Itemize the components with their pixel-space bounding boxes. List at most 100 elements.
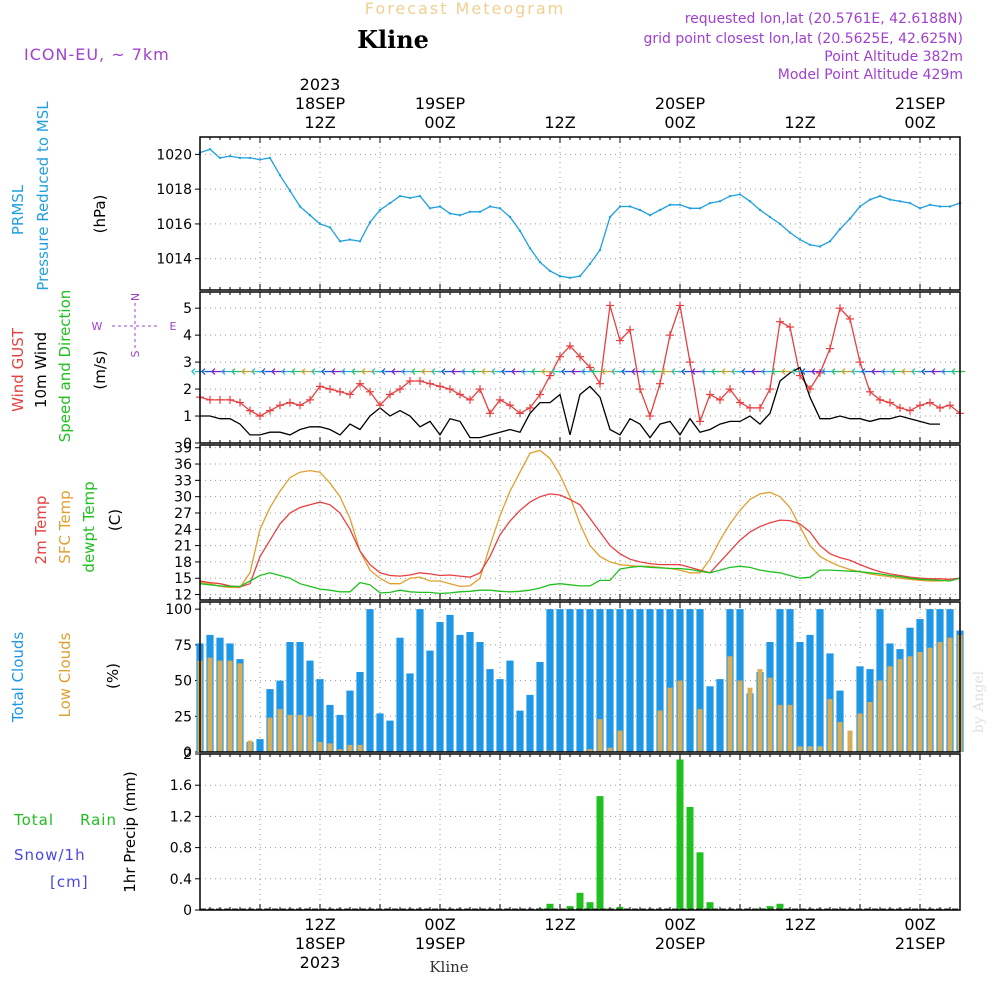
pressure-point <box>608 215 612 219</box>
y-tick-label: 1020 <box>156 147 192 163</box>
wind-direction-arrow-head <box>811 368 816 376</box>
low-cloud-bar <box>667 687 673 752</box>
low-cloud-bar <box>297 714 303 752</box>
low-cloud-bar <box>787 704 793 752</box>
total-cloud-bar <box>706 686 714 752</box>
pressure-point <box>268 156 272 160</box>
top-time-label: 2023 <box>300 75 341 94</box>
total-cloud-bar <box>446 614 454 752</box>
y-tick-label: 25 <box>174 709 192 725</box>
gust-line <box>199 305 961 424</box>
y-tick-label: 33 <box>174 473 192 489</box>
low-cloud-bar <box>697 709 703 752</box>
low-cloud-bar <box>317 742 323 752</box>
wind-direction-arrow-head <box>731 368 736 376</box>
pressure-point <box>898 200 902 203</box>
y-tick-label: 3 <box>183 355 192 371</box>
low-cloud-bar <box>877 680 883 752</box>
total-cloud-bar <box>536 662 544 752</box>
total-cloud-bar <box>666 609 674 752</box>
pressure-point <box>598 248 602 252</box>
pressure-point <box>318 222 322 226</box>
total-cloud-bar <box>306 660 314 752</box>
wind-direction-arrow-head <box>621 368 626 376</box>
low-cloud-bar <box>847 730 853 752</box>
compass-w: W <box>92 320 103 333</box>
total-cloud-bar <box>546 609 554 752</box>
location-title: Kline <box>357 25 429 54</box>
pressure-point <box>438 205 442 208</box>
pressure-msl-label: Pressure Reduced to MSL <box>34 101 52 291</box>
pressure-point <box>358 240 362 243</box>
total-cloud-bar <box>456 634 464 752</box>
wind-direction-arrow-head <box>641 368 646 376</box>
rain-bar <box>776 903 784 910</box>
wind-direction-arrow-head <box>571 368 576 376</box>
low-cloud-bar <box>307 716 313 752</box>
y-tick-label: 75 <box>174 638 192 654</box>
pressure-point <box>468 210 472 213</box>
y-tick-label: 1014 <box>156 252 192 268</box>
total-rain-label-total: Total <box>13 811 54 829</box>
pressure-point <box>638 208 642 212</box>
low-cloud-bar <box>237 663 243 752</box>
wind-direction-arrow-head <box>601 368 606 376</box>
total-cloud-bar <box>256 739 264 752</box>
low-cloud-bar <box>797 746 803 752</box>
pressure-point <box>448 212 452 215</box>
low-cloud-bar <box>267 717 273 752</box>
panel-border <box>199 136 961 291</box>
low-cloud-bar <box>287 714 293 752</box>
y-tick-label: 5 <box>183 301 192 317</box>
wind-direction-arrow-head <box>241 368 246 376</box>
pressure-point <box>658 208 662 212</box>
total-cloud-bar <box>776 609 784 752</box>
top-time-label: 19SEP <box>415 94 466 113</box>
total-cloud-bar <box>406 673 414 752</box>
wind-direction-arrow-head <box>441 368 446 376</box>
pressure-point <box>298 205 302 208</box>
precipitation-panel: 0 0.4 0.8 1.2 1.6 2 <box>170 747 961 919</box>
y-tick-label: 1.6 <box>170 778 192 794</box>
bottom-time-label: 12Z <box>784 915 815 934</box>
bottom-time-label: 18SEP <box>295 934 346 953</box>
pressure-point <box>738 193 742 196</box>
rain-bar <box>706 902 714 910</box>
wind-direction-arrow-head <box>551 368 556 376</box>
total-cloud-bar <box>676 609 684 752</box>
bottom-time-label: 20SEP <box>655 934 706 953</box>
wind-direction-arrow-head <box>461 368 466 376</box>
y-tick-label: 2 <box>183 382 192 398</box>
wind-direction-arrow-head <box>581 368 586 376</box>
total-cloud-bar <box>596 609 604 752</box>
dewpt-line <box>199 565 961 595</box>
wind-direction-arrow-head <box>801 368 806 376</box>
wind-direction-arrow-head <box>311 368 316 376</box>
low-cloud-bar <box>917 652 923 752</box>
total-cloud-bar <box>576 609 584 752</box>
pressure-point <box>338 240 342 243</box>
wind-direction-arrow-head <box>411 368 416 376</box>
wind-direction-arrow-head <box>671 368 676 376</box>
wind-direction-arrow-head <box>771 368 776 376</box>
wind-direction-arrow-head <box>201 368 206 376</box>
pressure-point <box>938 205 942 208</box>
pressure-point <box>798 238 802 241</box>
total-rain-label-rain: Rain <box>80 811 117 829</box>
y-tick-label: 0.8 <box>170 841 192 857</box>
y-tick-label: 0 <box>183 436 192 452</box>
total-cloud-bar <box>796 642 804 752</box>
pressure-point <box>808 243 812 246</box>
pressure-point <box>288 189 292 193</box>
wind-direction-arrow-head <box>901 368 906 376</box>
pressure-point <box>848 217 852 220</box>
pressure-point <box>628 205 632 208</box>
pressure-point <box>408 196 412 200</box>
y-tick-label: 0 <box>183 903 192 919</box>
low-cloud-bar <box>227 660 233 752</box>
wind-direction-arrow-head <box>371 368 376 376</box>
compass-e: E <box>170 320 177 333</box>
wind-direction-arrow-head <box>301 368 306 376</box>
y-tick-label: 50 <box>174 674 192 690</box>
